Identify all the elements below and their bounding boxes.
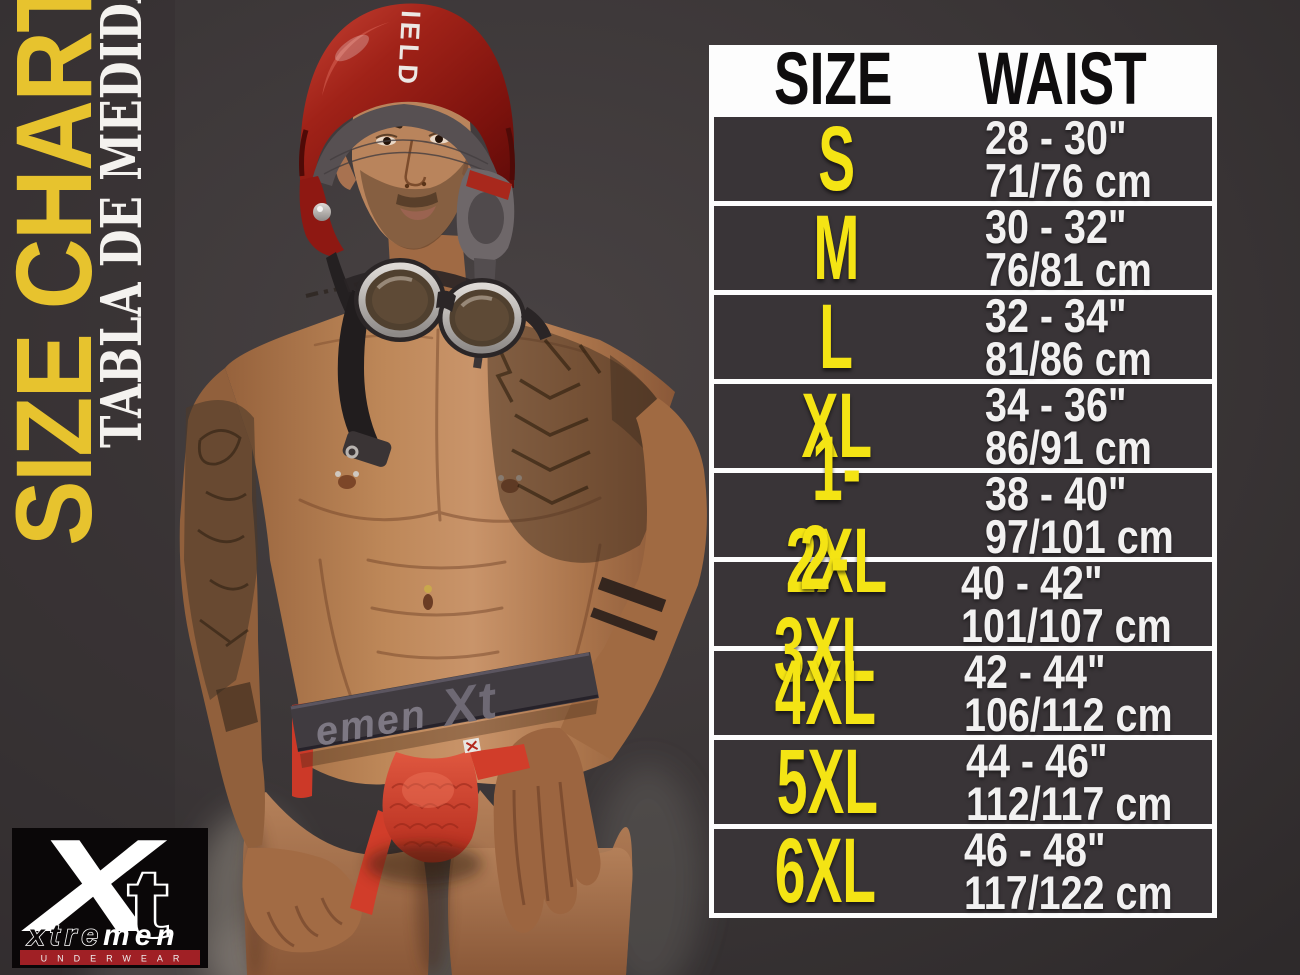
waist-cm: 76/81 cm	[985, 243, 1152, 296]
poster-title-english: SIZE CHART	[0, 0, 114, 547]
table-row: L 32 - 34" 81/86 cm	[714, 289, 1212, 385]
size-label: L	[819, 286, 854, 388]
table-row: 2-3XL 40 - 42" 101/107 cm	[714, 512, 1212, 696]
left-arm	[179, 368, 362, 953]
waist-inches: 30 - 32"	[985, 200, 1127, 253]
table-row: S 28 - 30" 71/76 cm	[714, 111, 1212, 207]
table-row: 6XL 46 - 48" 117/122 cm	[714, 823, 1212, 919]
jockstrap: emen Xt	[290, 652, 599, 915]
waist-cm: 97/101 cm	[985, 510, 1174, 563]
waist-cm: 112/117 cm	[966, 777, 1173, 830]
logo-underwear-bar	[20, 950, 200, 965]
table-row: 4XL 42 - 44" 106/112 cm	[714, 645, 1212, 741]
header-size-column: SIZE	[773, 37, 893, 120]
size-label: 1-2XL	[785, 418, 888, 612]
waist-values: 40 - 42" 101/107 cm	[961, 556, 1212, 652]
waist-inches: 38 - 40"	[985, 467, 1127, 520]
navel-piercing	[423, 585, 433, 610]
logo-wordmark: xtremen	[26, 919, 180, 952]
waist-inches: 34 - 36"	[985, 378, 1127, 431]
header-waist-column: WAIST	[977, 37, 1147, 120]
armband-tattoo	[590, 576, 667, 641]
waist-cm: 71/76 cm	[985, 154, 1152, 207]
xtremen-logo: X t xtremen UNDERWEAR	[12, 828, 208, 968]
waist-values: 46 - 48" 117/122 cm	[963, 823, 1212, 919]
table-row: XL 34 - 36" 86/91 cm	[714, 378, 1212, 474]
poster-title-spanish: TABLA DE MEDIDAS	[89, 0, 155, 449]
waistband-brand-right: Xt	[435, 671, 503, 738]
right-arm	[493, 398, 707, 933]
size-label: 5XL	[776, 731, 878, 833]
table-row: 5XL 44 - 46" 112/117 cm	[714, 734, 1212, 830]
waist-cm: 106/112 cm	[963, 688, 1173, 741]
logo-wordmark-outline: xtre	[26, 919, 103, 952]
waist-values: 30 - 32" 76/81 cm	[985, 200, 1184, 296]
size-label: S	[818, 108, 855, 210]
goggles	[337, 258, 552, 467]
waist-inches: 40 - 42"	[961, 556, 1103, 609]
waist-cm: 117/122 cm	[963, 866, 1173, 919]
table-row: 1-2XL 38 - 40" 97/101 cm	[714, 423, 1212, 607]
model-figure: IELD	[179, 3, 707, 975]
waistband	[290, 652, 599, 752]
size-label: 4XL	[775, 642, 877, 744]
waist-cm: 86/91 cm	[985, 421, 1152, 474]
logo-t: t	[128, 850, 168, 957]
waist-inches: 28 - 30"	[985, 111, 1127, 164]
size-label: M	[813, 197, 860, 299]
waist-inches: 32 - 34"	[985, 289, 1127, 342]
waist-values: 44 - 46" 112/117 cm	[966, 734, 1212, 830]
waist-cm: 81/86 cm	[985, 332, 1152, 385]
size-chart-table: SIZE WAIST S 28 - 30" 71/76 cm M 30 - 32…	[709, 37, 1217, 919]
size-label: 6XL	[775, 820, 877, 922]
waist-cm: 101/107 cm	[961, 599, 1172, 652]
logo-wordmark-solid: men	[103, 919, 180, 952]
table-header: SIZE WAIST	[714, 37, 1212, 120]
waist-inches: 46 - 48"	[963, 823, 1106, 876]
waist-values: 34 - 36" 86/91 cm	[985, 378, 1184, 474]
waist-values: 28 - 30" 71/76 cm	[985, 111, 1184, 207]
table-row: M 30 - 32" 76/81 cm	[714, 200, 1212, 296]
waist-values: 32 - 34" 81/86 cm	[985, 289, 1184, 385]
helmet-brand-text: IELD	[392, 10, 426, 89]
logo-x: X	[21, 828, 168, 959]
waist-values: 42 - 44" 106/112 cm	[963, 645, 1212, 741]
waist-values: 38 - 40" 97/101 cm	[985, 467, 1210, 563]
waist-inches: 42 - 44"	[963, 645, 1106, 698]
size-label: 2-3XL	[773, 507, 876, 701]
logo-tagline: UNDERWEAR	[41, 954, 190, 964]
size-label: XL	[801, 375, 872, 477]
waist-inches: 44 - 46"	[966, 734, 1108, 787]
